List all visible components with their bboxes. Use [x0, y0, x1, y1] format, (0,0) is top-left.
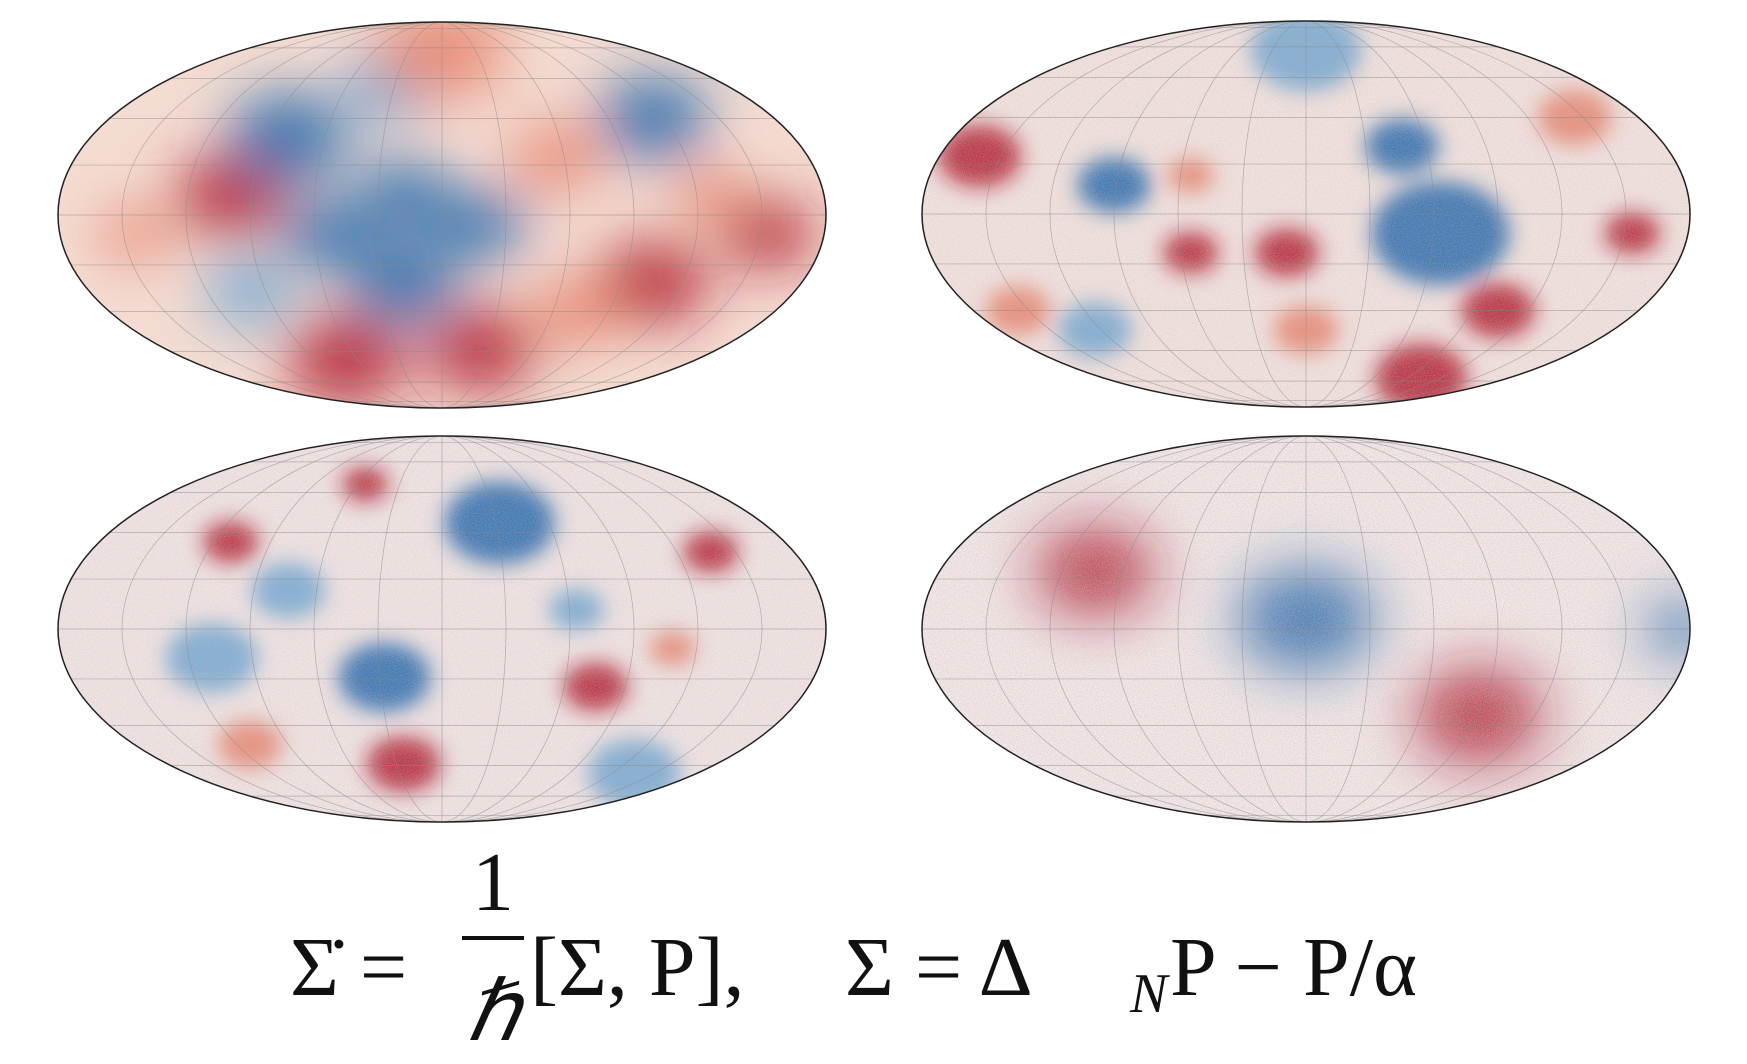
- vortex: [357, 161, 450, 231]
- mollweide-map: [922, 21, 1690, 407]
- equation-part: Σ = Δ: [845, 921, 1033, 1014]
- vortex: [97, 206, 172, 262]
- vortex: [597, 241, 709, 325]
- map-border: [57, 435, 827, 823]
- vortex: [286, 314, 406, 405]
- vortex: [425, 308, 536, 392]
- mollweide-map: [58, 22, 826, 408]
- equation-part: [Σ, P],: [530, 921, 745, 1014]
- vortex: [280, 199, 373, 269]
- maps: [57, 20, 1691, 823]
- vortex: [434, 190, 527, 260]
- vortex: [722, 199, 815, 269]
- equation-numerator: 1: [472, 836, 514, 929]
- mollweide-map: [922, 436, 1690, 822]
- equation-part: P − P/α: [1170, 921, 1417, 1014]
- equation-part: Σ̇ =: [290, 921, 407, 1014]
- equation-subscript: N: [1129, 963, 1170, 1025]
- equation-denominator: ℏ: [466, 966, 525, 1059]
- mollweide-map: [58, 436, 826, 822]
- equation: Σ̇ = 1 ℏ [Σ, P], Σ = Δ N P − P/α: [290, 836, 1417, 1059]
- vortex: [228, 92, 349, 183]
- map-border: [921, 435, 1691, 823]
- vortex: [348, 241, 459, 325]
- map-border: [921, 20, 1691, 408]
- vortex: [511, 122, 604, 192]
- vortex: [673, 168, 748, 224]
- vortex: [203, 257, 297, 327]
- map-border: [57, 21, 827, 409]
- field: [97, 22, 815, 405]
